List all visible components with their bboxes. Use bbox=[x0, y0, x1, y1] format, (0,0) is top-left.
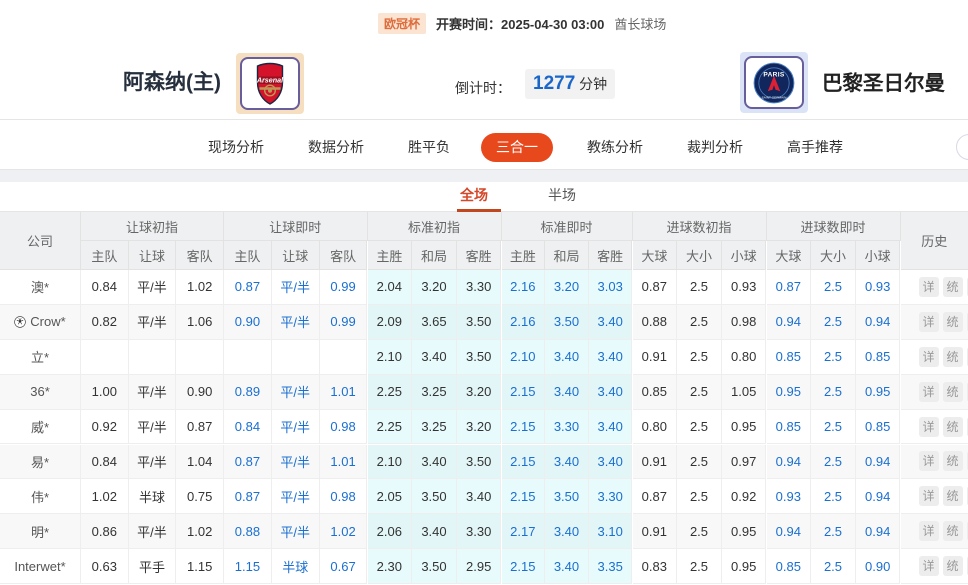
svg-text:Arsenal: Arsenal bbox=[256, 75, 284, 84]
svg-text:SAINT-GERMAIN: SAINT-GERMAIN bbox=[762, 95, 787, 99]
